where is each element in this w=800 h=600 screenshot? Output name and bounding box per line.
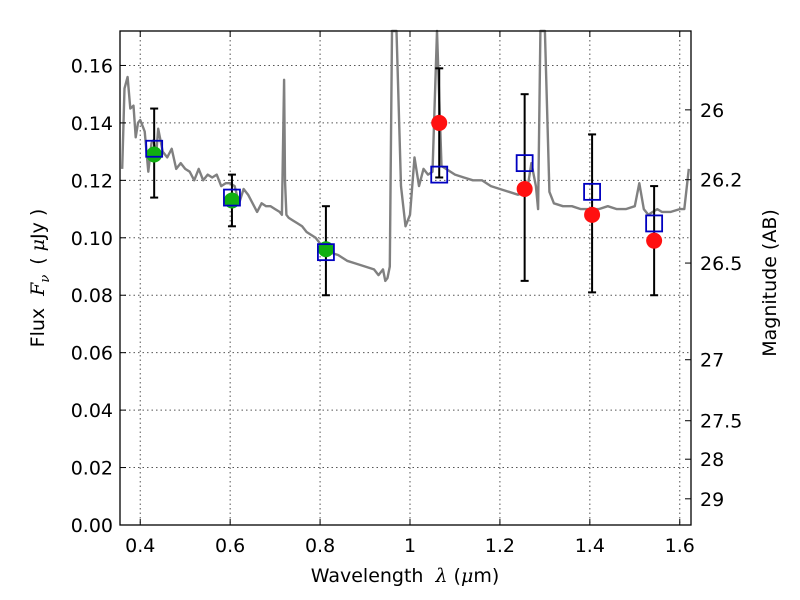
x-axis-ticks: 0.4 0.6 0.8 1 1.2 1.4 1.6 xyxy=(125,31,695,557)
model-point-square xyxy=(145,139,164,158)
right-tick-label: 28 xyxy=(700,449,724,471)
y-tick-label: 0.06 xyxy=(71,343,113,365)
plot-frame xyxy=(119,30,692,526)
right-tick-label: 26.2 xyxy=(700,170,742,192)
model-point-square xyxy=(583,182,601,201)
grid xyxy=(120,31,691,526)
model-spectrum-line xyxy=(121,29,690,283)
x-tick-label: 0.8 xyxy=(305,535,335,557)
y-axis-label-right: Magnitude (AB) xyxy=(759,209,781,357)
model-point-square xyxy=(515,154,534,173)
right-axis-ticks: 26 26.2 26.5 27 27.5 28 29 xyxy=(685,100,742,511)
observed-point-red xyxy=(431,114,448,131)
error-bars xyxy=(150,67,659,297)
observed-point-red xyxy=(516,180,533,197)
y-tick-label: 0.12 xyxy=(71,170,113,192)
right-tick-label: 26.5 xyxy=(700,253,742,275)
model-point-square xyxy=(223,188,241,207)
model-spectrum xyxy=(121,29,690,283)
observed-point-green xyxy=(223,192,240,209)
observed-point-red xyxy=(646,232,663,249)
y-tick-label: 0.04 xyxy=(71,400,113,422)
x-tick-label: 0.4 xyxy=(125,535,155,557)
x-tick-label: 0.6 xyxy=(215,535,245,557)
observed-point-red xyxy=(584,206,601,223)
right-tick-label: 27 xyxy=(700,350,724,372)
right-tick-label: 26 xyxy=(700,100,724,122)
y-tick-label: 0.02 xyxy=(71,458,113,480)
y-tick-label: 0.16 xyxy=(71,55,113,77)
y-axis-label-left: FluxFν(μJy ) xyxy=(27,209,53,348)
observed-point-green xyxy=(146,146,163,163)
x-axis-label: Wavelength λ (μm) xyxy=(311,565,499,587)
right-tick-label: 27.5 xyxy=(700,411,742,433)
x-tick-label: 1.6 xyxy=(665,535,695,557)
y-tick-label: 0.10 xyxy=(71,228,113,250)
model-point-square xyxy=(645,214,664,233)
model-point-square xyxy=(430,165,449,184)
x-tick-label: 1 xyxy=(404,535,416,557)
y-axis-ticks: 0.00 0.02 0.04 0.06 0.08 0.10 0.12 0.14 0.16 xyxy=(71,55,126,537)
observed-point-green xyxy=(317,241,334,258)
y-tick-label: 0.14 xyxy=(71,113,113,135)
model-point-square xyxy=(317,243,335,262)
y-tick-label: 0.08 xyxy=(71,285,113,307)
model-photometry-points xyxy=(145,139,664,262)
right-tick-label: 29 xyxy=(700,489,724,511)
x-tick-label: 1.2 xyxy=(485,535,515,557)
y-tick-label: 0.00 xyxy=(71,515,113,537)
x-tick-label: 1.4 xyxy=(575,535,605,557)
observed-points xyxy=(146,114,663,258)
